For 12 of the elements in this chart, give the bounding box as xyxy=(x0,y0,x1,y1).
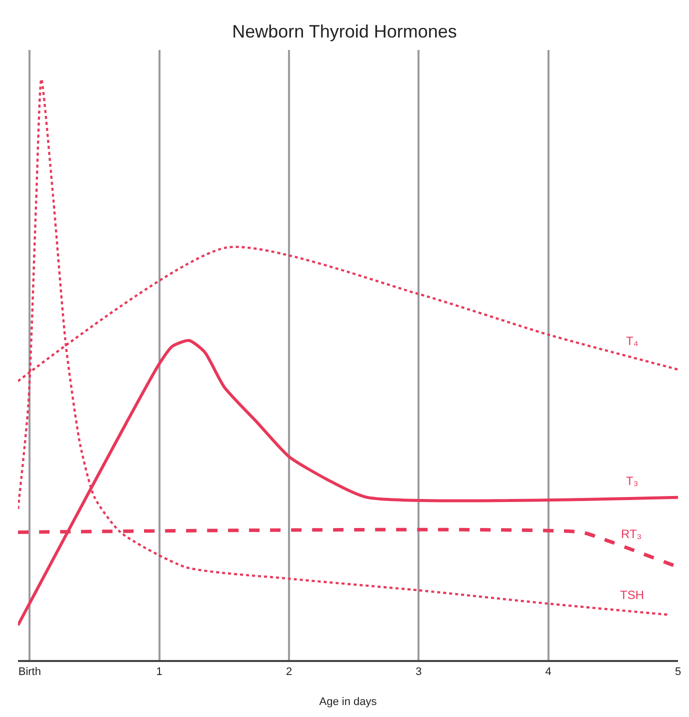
x-tick-label: 4 xyxy=(545,666,552,678)
x-axis-title: Age in days xyxy=(319,696,378,708)
series-label: T₃ xyxy=(626,474,638,488)
series-label: TSH xyxy=(620,588,644,602)
x-tick-label: 2 xyxy=(286,666,292,678)
x-tick-label: 1 xyxy=(156,666,162,678)
series-label: RT₃ xyxy=(621,527,642,541)
x-tick-label: 3 xyxy=(416,666,422,678)
series-label: T₄ xyxy=(626,334,638,348)
x-tick-label: 5 xyxy=(674,666,682,678)
x-tick-label: Birth xyxy=(18,666,41,678)
chart-title: Newborn Thyroid Hormones xyxy=(232,22,457,42)
